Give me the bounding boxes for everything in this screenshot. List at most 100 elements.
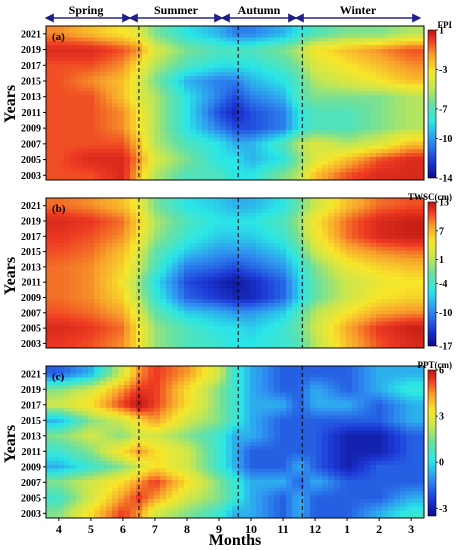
- heatmap-cell: [292, 231, 299, 237]
- heatmap-cell: [130, 91, 137, 96]
- heatmap-cell: [184, 141, 191, 146]
- heatmap-cell: [46, 310, 53, 315]
- heatmap-cell: [52, 29, 59, 35]
- heatmap-cell: [148, 303, 155, 308]
- heatmap-cell: [322, 122, 329, 127]
- heatmap-cell: [154, 216, 161, 222]
- heatmap-cell: [160, 156, 167, 162]
- heatmap-cell: [220, 160, 227, 166]
- heatmap-cell: [94, 41, 101, 46]
- heatmap-cell: [322, 153, 329, 158]
- heatmap-cell: [202, 160, 209, 166]
- heatmap-cell: [118, 149, 125, 154]
- heatmap-cell: [370, 176, 377, 180]
- heatmap-cell: [310, 122, 317, 127]
- heatmap-cell: [280, 299, 287, 304]
- heatmap-cell: [244, 261, 251, 267]
- heatmap-cell: [310, 52, 317, 58]
- heatmap-cell: [88, 325, 95, 330]
- heatmap-cell: [388, 68, 395, 73]
- heatmap-cell: [322, 64, 329, 69]
- heatmap-cell: [118, 110, 125, 116]
- heatmap-cell: [76, 231, 83, 237]
- heatmap-cell: [142, 239, 149, 244]
- heatmap-cell: [358, 201, 365, 207]
- heatmap-cell: [244, 145, 251, 150]
- heatmap-cell: [274, 122, 281, 127]
- heatmap-cell: [358, 269, 365, 274]
- heatmap-cell: [418, 37, 424, 42]
- heatmap-cell: [250, 306, 257, 312]
- heatmap-cell: [376, 172, 383, 177]
- heatmap-cell: [322, 176, 329, 180]
- heatmap-cell: [388, 201, 395, 207]
- heatmap-cell: [166, 306, 173, 312]
- heatmap-cell: [418, 149, 424, 154]
- heatmap-cell: [292, 243, 299, 248]
- heatmap-cell: [100, 318, 107, 323]
- heatmap-cell: [340, 314, 347, 319]
- heatmap-cell: [118, 126, 125, 131]
- heatmap-cell: [412, 149, 419, 154]
- heatmap-cell: [316, 33, 323, 39]
- heatmap-cell: [124, 160, 131, 166]
- heatmap-cell: [334, 239, 341, 244]
- heatmap-cell: [400, 145, 407, 150]
- heatmap-cell: [220, 321, 227, 327]
- heatmap-cell: [418, 122, 424, 127]
- heatmap-cell: [64, 205, 71, 210]
- heatmap-cell: [340, 122, 347, 127]
- heatmap-cell: [262, 198, 269, 203]
- heatmap-cell: [370, 126, 377, 131]
- heatmap-cell: [112, 156, 119, 162]
- heatmap-cell: [124, 273, 131, 278]
- heatmap-cell: [94, 76, 101, 81]
- heatmap-cell: [58, 126, 65, 131]
- heatmap-cell: [340, 137, 347, 143]
- heatmap-cell: [382, 235, 389, 240]
- heatmap-cell: [166, 45, 173, 50]
- heatmap-cell: [298, 291, 305, 297]
- heatmap-cell: [244, 295, 251, 300]
- heatmap-cell: [262, 129, 269, 135]
- heatmap-cell: [172, 216, 179, 222]
- heatmap-cell: [190, 160, 197, 166]
- heatmap-cell: [232, 258, 239, 263]
- heatmap-cell: [94, 329, 101, 334]
- heatmap-cell: [352, 160, 359, 166]
- heatmap-cell: [178, 64, 185, 69]
- heatmap-cell: [322, 228, 329, 233]
- heatmap-cell: [418, 314, 424, 319]
- heatmap-cell: [202, 68, 209, 73]
- heatmap-cell: [268, 26, 275, 31]
- heatmap-cell: [106, 103, 113, 108]
- heatmap-cell: [400, 224, 407, 229]
- heatmap-cell: [274, 49, 281, 54]
- heatmap-cell: [214, 126, 221, 131]
- heatmap-cell: [364, 205, 371, 210]
- heatmap-cell: [406, 49, 413, 54]
- heatmap-cell: [388, 269, 395, 274]
- heatmap-cell: [88, 129, 95, 135]
- heatmap-cell: [46, 235, 53, 240]
- heatmap-cell: [52, 114, 59, 119]
- heatmap-cell: [244, 79, 251, 85]
- heatmap-cell: [304, 321, 311, 327]
- heatmap-cell: [100, 269, 107, 274]
- heatmap-cell: [208, 261, 215, 267]
- heatmap-cell: [220, 68, 227, 73]
- heatmap-cell: [142, 106, 149, 112]
- heatmap-cell: [376, 306, 383, 312]
- heatmap-cell: [142, 72, 149, 77]
- heatmap-cell: [106, 145, 113, 150]
- heatmap-cell: [280, 314, 287, 319]
- heatmap-cell: [304, 220, 311, 225]
- heatmap-cell: [118, 164, 125, 170]
- heatmap-cell: [46, 133, 53, 139]
- heatmap-cell: [202, 224, 209, 229]
- heatmap-cell: [388, 336, 395, 342]
- heatmap-cell: [100, 261, 107, 267]
- heatmap-cell: [94, 310, 101, 315]
- heatmap-cell: [100, 336, 107, 342]
- heatmap-cell: [202, 198, 209, 203]
